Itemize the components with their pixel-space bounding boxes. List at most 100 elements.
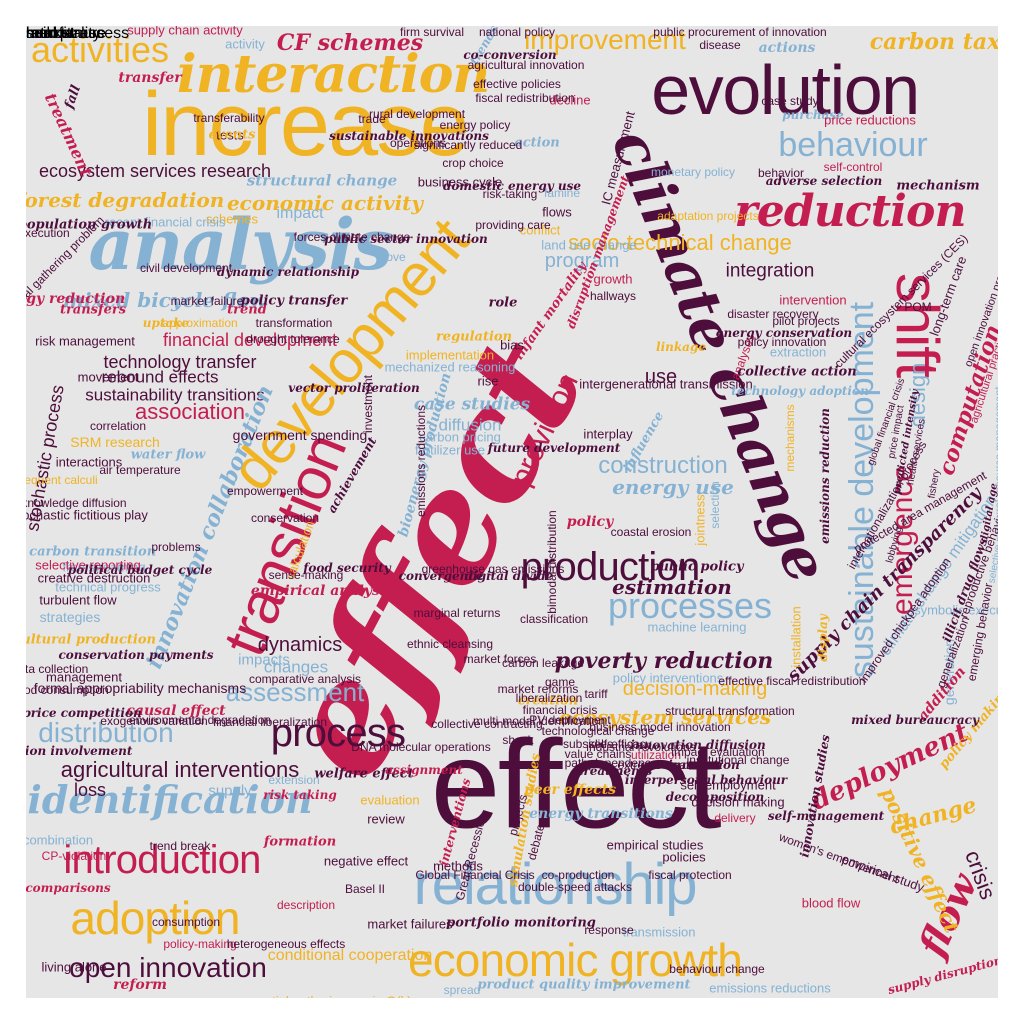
word-delivery: delivery xyxy=(714,811,756,825)
word-pilot-projects: pilot projects xyxy=(772,314,840,328)
word-digital-divide: digital divide xyxy=(464,569,554,583)
word-formal-appropriability-mechanisms: formal appropriability mechanisms xyxy=(33,680,247,696)
word-comparative-analysis: comparative analysis xyxy=(248,672,362,686)
word-famine: famine xyxy=(543,186,581,200)
word-approximation: approximation xyxy=(162,316,238,330)
word-in-ok: in O(k) xyxy=(373,995,412,999)
word-empirical-studies: empirical studies xyxy=(606,837,704,853)
word-integration: integration xyxy=(725,260,815,282)
word-diffusion: diffusion xyxy=(438,415,502,435)
word-spread: spread xyxy=(443,983,481,997)
word-effective-fiscal-redistribution: effective fiscal redistribution xyxy=(718,674,866,688)
word-land-tenure: land tenure xyxy=(26,26,107,42)
word-implementation: implementation xyxy=(405,347,495,363)
word-path-dependence: path dependence xyxy=(564,756,658,770)
word-environmental-degradation: environmental degradation xyxy=(128,713,272,727)
word-significantly-reduced: significantly reduced xyxy=(413,138,523,152)
word-jointness: jointness xyxy=(692,494,708,546)
word-fiscal-protection: fiscal protection xyxy=(648,868,732,882)
word-technology-adoption: technology adoption xyxy=(731,384,869,398)
word-soil-quality: soil quality xyxy=(26,26,101,42)
word-retrofit: retrofit xyxy=(26,26,72,42)
word-transfer: transfer xyxy=(118,70,182,86)
word-tariff: tariff xyxy=(584,687,608,701)
word-mixed-bureaucracy: mixed bureaucracy xyxy=(851,713,979,727)
word-fiscal-redistribution: fiscal redistribution xyxy=(475,91,575,105)
word-data-collection: data collection xyxy=(26,662,89,676)
word-activities: activities xyxy=(30,29,170,70)
word-double-speed-attacks: double-speed attacks xyxy=(517,880,633,894)
word-behaviour: behaviour xyxy=(778,126,928,164)
word-comparisons: comparisons xyxy=(26,881,111,895)
word-display: display xyxy=(816,614,830,662)
word-carbon-leakage: carbon leakage xyxy=(501,656,585,670)
word-fertilizer-use: fertilizer use xyxy=(414,442,486,458)
word-providing-care: providing care xyxy=(475,218,551,232)
word-interactions: interactions xyxy=(55,454,123,470)
word-action: action xyxy=(514,135,560,151)
word-market-reforms: market reforms xyxy=(497,682,579,696)
word-disease: disease xyxy=(699,38,741,52)
word-collective-contracting: collective contracting xyxy=(431,717,543,731)
word-schemes: schemes xyxy=(205,211,259,227)
word-intervention: intervention xyxy=(779,292,847,308)
word-vector-proliferation: vector proliferation xyxy=(288,381,420,395)
word-technological-change: technological change xyxy=(541,724,655,738)
word-estimation: estimation xyxy=(612,575,732,599)
word-policy-transfer: policy transfer xyxy=(240,293,348,309)
word-bias: bias xyxy=(500,337,524,353)
word-technology-transfer: technology transfer xyxy=(103,352,257,372)
word-welfare-effect: welfare effect xyxy=(314,766,414,782)
word-trend: trend xyxy=(227,302,267,318)
word-use: use xyxy=(644,366,678,388)
word-government-spending: government spending xyxy=(232,427,368,443)
word-role: role xyxy=(488,295,518,311)
word-energy-conservation: energy conservation xyxy=(715,326,853,340)
word-agricultural-innovation: agricultural innovation xyxy=(467,58,585,72)
word-policy: policy xyxy=(566,514,614,530)
word-market-failures: market failures xyxy=(367,916,453,932)
word-energy-policy: energy policy xyxy=(439,118,511,132)
word-uptake: uptake xyxy=(142,316,190,330)
word-co-production: co-production xyxy=(541,868,615,882)
word-energy-reduction: energy reduction xyxy=(26,291,126,307)
word-knowledge-diffusion: knowledge diffusion xyxy=(26,496,127,510)
word-living-alone: living alone xyxy=(41,959,107,975)
word-basel-ii: Basel II xyxy=(344,882,386,896)
word-construction: construction xyxy=(598,452,728,479)
word-heat-stress: heat stress xyxy=(26,26,105,42)
word-fall: fall xyxy=(61,83,85,111)
word-behaviour-change: behaviour change xyxy=(669,962,765,976)
word-evaluation: evaluation xyxy=(360,792,420,808)
word-value-chains: value chains xyxy=(564,747,632,761)
word-creative-destruction: creative destruction xyxy=(37,570,151,586)
word-sense-making: sense-making xyxy=(268,568,344,582)
word-turbulent-flow: turbulent flow xyxy=(39,592,117,608)
word-mechanism: mechanism xyxy=(896,178,980,194)
word-mixed-bicycle-flow: mixed bicycle flow xyxy=(62,288,268,312)
word-low-carbon-transition: low carbon transition xyxy=(26,544,157,560)
word-trade-union-involvement: trade union involvement xyxy=(26,744,133,758)
word-market-forces: market forces xyxy=(463,652,537,666)
word-business-cycle: business cycle xyxy=(417,174,503,190)
word-marginal-returns: marginal returns xyxy=(413,606,501,620)
word-innovation-diffusion: innovation diffusion xyxy=(630,738,766,752)
word-formation: formation xyxy=(263,834,337,850)
word-cp-violation: CP-violation xyxy=(41,849,107,863)
word-machine-learning: machine learning xyxy=(647,619,747,635)
word-behavior: behavior xyxy=(757,166,805,180)
word-transmission: transmission xyxy=(622,924,696,940)
word-public-procurement-of-innovation: public procurement of innovation xyxy=(653,26,827,39)
word-supply: supply xyxy=(208,782,252,800)
word-methods: methods xyxy=(433,858,483,874)
word-transfers: transfers xyxy=(59,302,127,318)
word-supply-chain-activity: supply chain activity xyxy=(127,26,243,38)
word-correlation: correlation xyxy=(89,419,147,433)
word-purchase: purchase xyxy=(782,108,844,122)
word-supply-disruption: supply disruption xyxy=(886,952,998,998)
word-structural-change: structural change xyxy=(246,171,398,190)
word-carbon-tax: carbon tax xyxy=(869,29,998,55)
word-process: process xyxy=(270,711,406,755)
word-association: association xyxy=(134,399,246,424)
